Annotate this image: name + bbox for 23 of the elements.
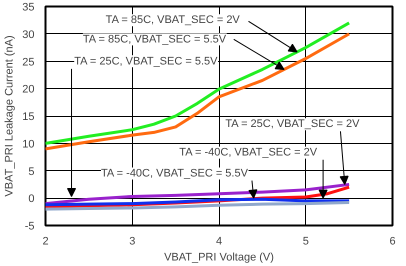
line-series <box>46 201 351 211</box>
x-tick-label: 5 <box>302 236 309 248</box>
y-tick-label: 35 <box>22 2 35 14</box>
y-tick-label: 15 <box>22 111 35 123</box>
annotation: TA = 85C, VBAT_SEC = 5.5V <box>82 33 227 46</box>
y-tick-label: -5 <box>24 220 34 232</box>
annotation: TA = -40C, VBAT_SEC = 5.5V <box>100 167 249 180</box>
x-tick-label: 2 <box>42 236 49 248</box>
x-tick-label: 3 <box>129 236 136 248</box>
y-tick-label: 25 <box>22 56 35 68</box>
y-axis-title: VBAT_PRI Leakage Current (nA) <box>3 35 16 197</box>
x-tick-label: 6 <box>389 236 396 248</box>
x-tick-label: 4 <box>216 236 222 248</box>
y-tick-label: 0 <box>28 193 35 206</box>
x-axis-title: VBAT_PRI Voltage (V) <box>164 252 274 264</box>
y-tick-label: 5 <box>28 166 35 178</box>
annotation: TA = -40C, VBAT_SEC = 2V <box>179 146 318 159</box>
annotation: TA = 25C, VBAT_SEC = 5.5V <box>74 55 218 68</box>
y-tick-label: 30 <box>22 28 35 41</box>
annotation: TA = 25C, VBAT_SEC = 2V <box>225 118 360 130</box>
y-tick-label: 20 <box>22 84 35 96</box>
annotation: TA = 85C, VBAT_SEC = 2V <box>106 14 240 26</box>
y-tick-label: 10 <box>22 138 35 150</box>
